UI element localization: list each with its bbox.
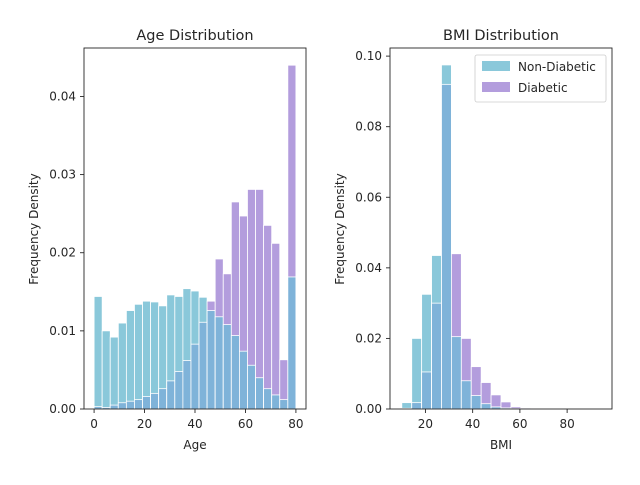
age-bar-top-3 <box>118 323 126 409</box>
legend-swatch-non-diabetic <box>482 61 510 71</box>
age-bar-overlap-20 <box>256 378 264 409</box>
age-bar-top-5 <box>134 304 142 409</box>
age-bar-top-1 <box>102 331 110 409</box>
bmi-y-tick-label-3: 0.06 <box>355 190 382 204</box>
age-bar-overlap-3 <box>118 403 126 409</box>
age-bar-top-6 <box>143 301 151 409</box>
age-bar-overlap-12 <box>191 344 199 409</box>
bmi-x-axis-label: BMI <box>490 438 512 452</box>
bmi-chart-title: BMI Distribution <box>443 28 559 44</box>
bmi-bar-overlap-2 <box>422 372 432 409</box>
bmi-y-axis-label: Frequency Density <box>333 173 347 284</box>
age-bar-overlap-11 <box>183 361 191 409</box>
bmi-bar-top-1 <box>412 338 422 409</box>
bmi-x-tick-label-1: 40 <box>465 417 480 431</box>
age-bar-overlap-8 <box>159 389 167 409</box>
legend-swatch-diabetic <box>482 82 510 92</box>
age-bar-top-22 <box>272 243 280 409</box>
age-x-tick-label-4: 80 <box>288 417 303 431</box>
age-x-tick-label-1: 20 <box>137 417 152 431</box>
age-bar-overlap-18 <box>239 351 247 409</box>
age-y-tick-label-4: 0.04 <box>49 89 76 103</box>
age-bar-overlap-14 <box>207 311 215 409</box>
age-x-tick-label-2: 40 <box>187 417 202 431</box>
age-bar-overlap-16 <box>223 325 231 409</box>
age-bar-overlap-15 <box>215 317 223 409</box>
bmi-bar-overlap-5 <box>451 337 461 409</box>
age-bar-overlap-7 <box>151 393 159 409</box>
bmi-x-tick-label-3: 80 <box>559 417 574 431</box>
age-x-tick-label-0: 0 <box>90 417 98 431</box>
age-bar-overlap-21 <box>264 389 272 409</box>
age-bar-top-7 <box>151 302 159 409</box>
age-bar-overlap-22 <box>272 395 280 409</box>
bmi-x-tick-label-0: 20 <box>418 417 433 431</box>
age-y-axis-label: Frequency Density <box>27 173 41 284</box>
bmi-bar-overlap-1 <box>412 403 422 409</box>
age-chart-title: Age Distribution <box>136 28 253 44</box>
age-bar-top-0 <box>94 296 102 409</box>
bmi-bar-overlap-6 <box>461 381 471 409</box>
age-bar-overlap-4 <box>126 401 134 409</box>
bmi-y-tick-label-2: 0.04 <box>355 261 382 275</box>
age-bar-overlap-19 <box>247 365 255 409</box>
bmi-legend: Non-Diabetic Diabetic <box>475 55 606 102</box>
age-bar-overlap-24 <box>288 277 296 409</box>
age-bar-top-4 <box>126 311 134 409</box>
bmi-bar-overlap-4 <box>441 84 451 409</box>
age-bar-overlap-23 <box>280 400 288 409</box>
age-bar-top-2 <box>110 337 118 409</box>
age-y-tick-label-2: 0.02 <box>49 246 76 260</box>
bmi-x-tick-label-2: 60 <box>512 417 527 431</box>
age-bar-overlap-9 <box>167 381 175 409</box>
legend-label-non-diabetic: Non-Diabetic <box>518 60 596 74</box>
bmi-bar-overlap-7 <box>471 396 481 409</box>
age-bar-overlap-13 <box>199 322 207 409</box>
age-bar-top-20 <box>256 189 264 409</box>
bmi-bar-overlap-8 <box>481 404 491 409</box>
age-y-tick-label-1: 0.01 <box>49 324 76 338</box>
age-bar-overlap-17 <box>231 336 239 409</box>
age-y-tick-label-3: 0.03 <box>49 168 76 182</box>
bmi-y-tick-label-5: 0.10 <box>355 49 382 63</box>
age-bar-overlap-5 <box>134 400 142 409</box>
bmi-y-tick-label-0: 0.00 <box>355 402 382 416</box>
age-bar-overlap-6 <box>143 396 151 409</box>
age-x-tick-label-3: 60 <box>238 417 253 431</box>
legend-label-diabetic: Diabetic <box>518 81 568 95</box>
age-x-axis-label: Age <box>183 438 206 452</box>
bmi-y-tick-label-1: 0.02 <box>355 331 382 345</box>
age-bar-overlap-10 <box>175 371 183 409</box>
bmi-y-tick-label-4: 0.08 <box>355 120 382 134</box>
bmi-bar-overlap-3 <box>432 303 442 409</box>
age-y-tick-label-0: 0.00 <box>49 402 76 416</box>
age-bar-overlap-2 <box>110 405 118 409</box>
age-bar-top-21 <box>264 225 272 409</box>
